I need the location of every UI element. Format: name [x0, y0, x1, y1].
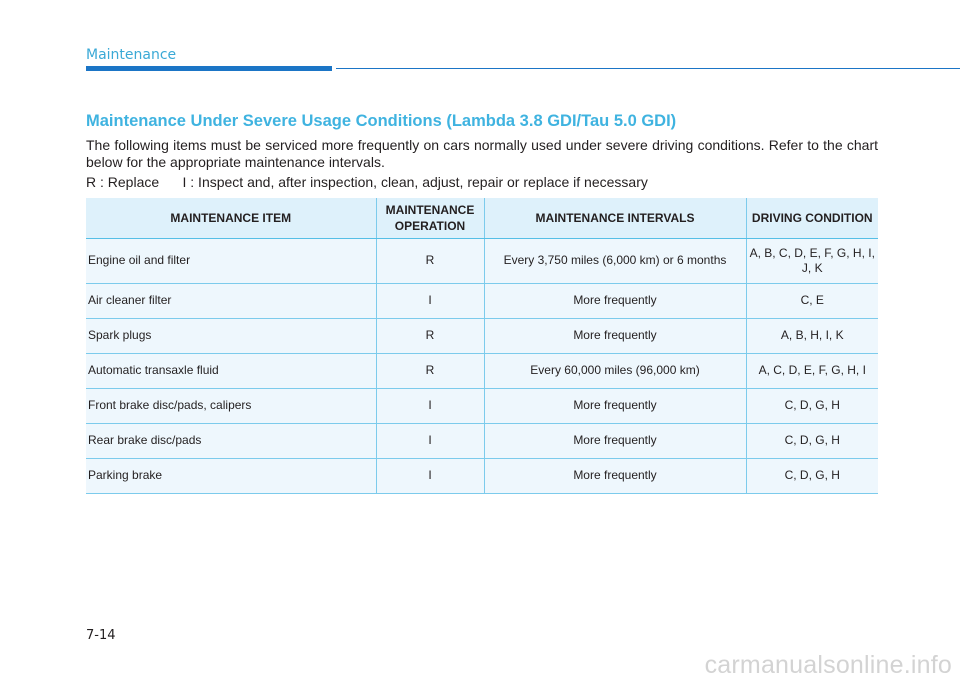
table-row: Spark plugs R More frequently A, B, H, I…: [86, 318, 878, 354]
legend-line: R : Replace I : Inspect and, after inspe…: [86, 174, 648, 190]
table-row: Parking brake I More frequently C, D, G,…: [86, 458, 878, 494]
cell-interval: More frequently: [483, 458, 746, 494]
cell-item: Engine oil and filter: [86, 238, 376, 284]
cell-interval: More frequently: [483, 388, 746, 424]
header-operation: MAINTENANCE OPERATION: [375, 198, 484, 239]
cell-interval: Every 3,750 miles (6,000 km) or 6 months: [483, 238, 746, 284]
header-rule-thin: [336, 68, 960, 69]
table-row: Air cleaner filter I More frequently C, …: [86, 283, 878, 319]
cell-operation: I: [375, 458, 484, 494]
cell-item: Air cleaner filter: [86, 283, 376, 319]
cell-interval: More frequently: [483, 318, 746, 354]
cell-condition: C, E: [745, 283, 878, 319]
section-label: Maintenance: [86, 47, 177, 63]
page-heading: Maintenance Under Severe Usage Condition…: [86, 112, 677, 130]
cell-operation: R: [375, 318, 484, 354]
cell-operation: R: [375, 238, 484, 284]
legend-replace: R : Replace: [86, 174, 160, 190]
legend-inspect: I : Inspect and, after inspection, clean…: [182, 174, 648, 190]
table-row: Rear brake disc/pads I More frequently C…: [86, 423, 878, 459]
intro-paragraph: The following items must be serviced mor…: [86, 137, 878, 170]
cell-item: Spark plugs: [86, 318, 376, 354]
header-condition: DRIVING CONDITION: [745, 198, 878, 239]
cell-item: Front brake disc/pads, calipers: [86, 388, 376, 424]
cell-interval: Every 60,000 miles (96,000 km): [483, 353, 746, 389]
header-intervals: MAINTENANCE INTERVALS: [483, 198, 746, 239]
cell-interval: More frequently: [483, 423, 746, 459]
cell-condition: A, B, H, I, K: [745, 318, 878, 354]
header-item: MAINTENANCE ITEM: [86, 198, 376, 239]
table-header-row: MAINTENANCE ITEM MAINTENANCE OPERATION M…: [86, 198, 878, 239]
cell-condition: A, C, D, E, F, G, H, I: [745, 353, 878, 389]
cell-condition: C, D, G, H: [745, 423, 878, 459]
cell-operation: I: [375, 283, 484, 319]
table-row: Front brake disc/pads, calipers I More f…: [86, 388, 878, 424]
cell-condition: A, B, C, D, E, F, G, H, I, J, K: [745, 238, 878, 284]
cell-condition: C, D, G, H: [745, 458, 878, 494]
cell-operation: I: [375, 388, 484, 424]
cell-operation: R: [375, 353, 484, 389]
cell-condition: C, D, G, H: [745, 388, 878, 424]
cell-item: Parking brake: [86, 458, 376, 494]
maintenance-table: MAINTENANCE ITEM MAINTENANCE OPERATION M…: [86, 198, 878, 494]
header-rule-thick: [86, 66, 332, 71]
table-row: Automatic transaxle fluid R Every 60,000…: [86, 353, 878, 389]
table-row: Engine oil and filter R Every 3,750 mile…: [86, 238, 878, 284]
page-number: 7-14: [86, 628, 116, 643]
cell-interval: More frequently: [483, 283, 746, 319]
cell-operation: I: [375, 423, 484, 459]
cell-item: Automatic transaxle fluid: [86, 353, 376, 389]
cell-item: Rear brake disc/pads: [86, 423, 376, 459]
watermark: carmanualsonline.info: [704, 651, 952, 679]
